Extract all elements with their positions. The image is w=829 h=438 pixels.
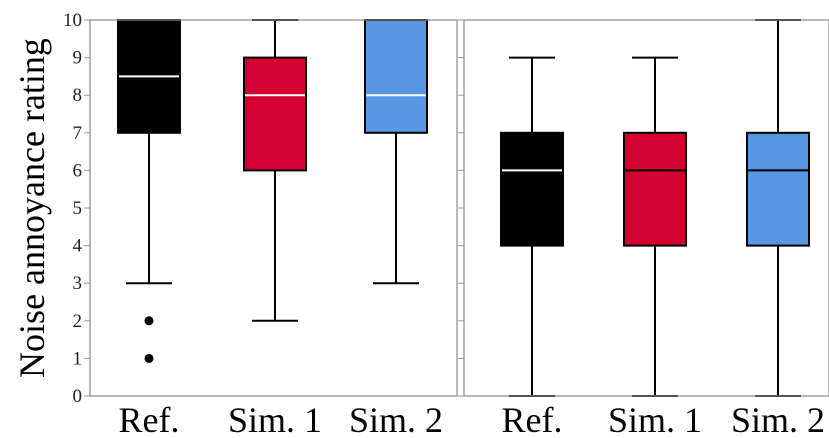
y-tick-label: 5 — [73, 198, 83, 219]
x-category-label: Sim. 2 — [349, 400, 443, 438]
iqr-box — [746, 131, 810, 247]
y-tick-label: 1 — [73, 348, 83, 369]
box-sim-1 — [623, 56, 687, 397]
outlier-point — [144, 316, 154, 326]
x-category-label: Ref. — [502, 400, 563, 438]
y-axis-label: Noise annoyance rating — [12, 38, 52, 378]
box-ref- — [117, 19, 181, 363]
y-tick-label: 2 — [73, 311, 83, 332]
box-sim-2 — [364, 19, 428, 285]
outlier-point — [144, 353, 154, 363]
panel-right: Ref. Sim. 1 Sim. 2 — [458, 19, 829, 438]
box-sim-1 — [243, 19, 307, 322]
iqr-box — [243, 56, 307, 172]
y-tick-label: 6 — [73, 160, 83, 181]
y-tick-label: 4 — [73, 236, 83, 257]
box-sim-2 — [746, 19, 810, 397]
iqr-box — [623, 131, 687, 247]
x-category-label: Sim. 2 — [731, 400, 825, 438]
x-category-label: Ref. — [119, 400, 180, 438]
iqr-box — [364, 19, 428, 134]
x-category-label: Sim. 1 — [228, 400, 322, 438]
y-tick-label: 7 — [73, 123, 83, 144]
box-ref- — [500, 56, 564, 397]
y-tick-label: 0 — [73, 386, 83, 407]
panel-frame — [463, 19, 829, 397]
iqr-box — [500, 131, 564, 247]
panel-left: 0 1 2 3 4 5 6 7 8 9 10 Ref. Sim. 1 Sim. 2 — [63, 10, 458, 438]
y-tick-label: 3 — [73, 273, 83, 294]
y-tick-label: 8 — [73, 85, 83, 106]
y-tick-label: 10 — [63, 10, 82, 31]
y-tick-label: 9 — [73, 48, 83, 69]
x-category-label: Sim. 1 — [608, 400, 702, 438]
panel-frame — [89, 19, 458, 397]
